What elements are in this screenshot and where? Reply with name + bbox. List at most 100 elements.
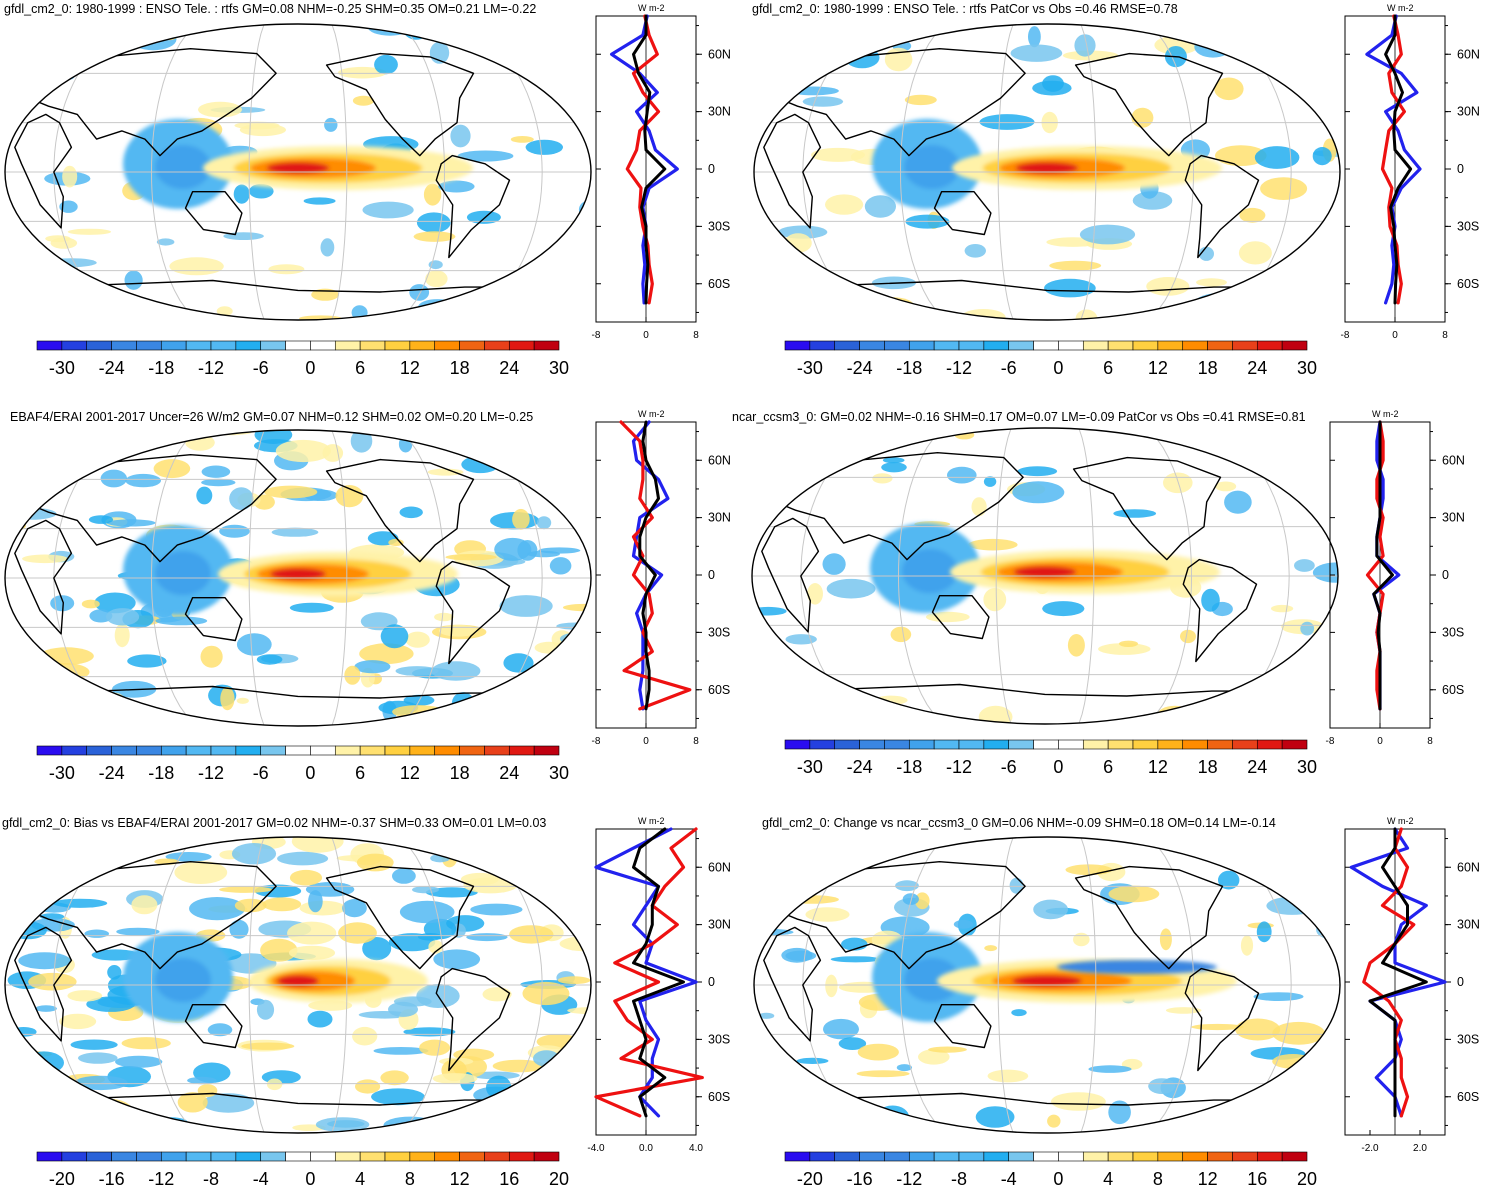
meridian — [1078, 428, 1095, 724]
field-blob — [234, 121, 280, 130]
field-blob — [895, 880, 919, 892]
field-blob — [445, 554, 497, 561]
field-blob — [1238, 241, 1272, 265]
field-blob — [352, 95, 374, 106]
colorbar-label: 12 — [1198, 1169, 1218, 1187]
colorbar-box — [784, 340, 811, 351]
colorbar-box — [1207, 1151, 1233, 1162]
x-tick-label: -8 — [592, 330, 601, 341]
colorbar-label: 12 — [400, 358, 420, 378]
meridian — [899, 24, 946, 320]
series-line-blue — [610, 14, 679, 305]
field-blob — [106, 519, 156, 527]
lat-tick-label: 0 — [708, 162, 715, 176]
cool-core — [904, 958, 960, 1002]
field-blob — [881, 462, 907, 473]
colorbar-box — [958, 739, 985, 750]
colorbar-label: 18 — [450, 358, 470, 378]
field-blob — [803, 847, 854, 857]
colorbar-box — [160, 745, 187, 756]
field-blob — [229, 919, 249, 939]
lat-tick-label: 0 — [1457, 975, 1464, 989]
field-blob — [1240, 935, 1254, 956]
colorbar-label: -18 — [896, 757, 922, 777]
panel-3: EBAF4/ERAI 2001-2017 Uncer=26 W/m2 GM=0.… — [4, 409, 731, 783]
field-blob — [549, 557, 572, 575]
x-tick-label: 2.0 — [1413, 1143, 1427, 1154]
lat-tick-label: 30N — [1457, 918, 1480, 932]
colorbar-box — [508, 745, 535, 756]
meridian — [331, 24, 348, 320]
series-line-red — [1362, 827, 1416, 1118]
lat-tick-label: 30S — [708, 1032, 730, 1046]
colorbar-box — [859, 1151, 885, 1162]
field-blob — [904, 94, 937, 106]
field-blob — [450, 124, 471, 148]
coastline — [763, 113, 822, 229]
colorbar-label: -24 — [99, 763, 125, 783]
field-blob — [826, 578, 876, 599]
field-blob — [1028, 26, 1041, 48]
field-blob — [22, 554, 68, 564]
field-blob — [196, 486, 213, 505]
x-tick-label: -8 — [592, 736, 601, 747]
field-blob — [947, 466, 977, 484]
field-blob — [388, 1001, 418, 1017]
field-blob — [177, 1092, 208, 1113]
lat-tick-label: 30N — [708, 918, 731, 932]
colorbar-box — [1033, 1151, 1059, 1162]
series-line-blue — [1349, 827, 1447, 1118]
cool-core — [904, 145, 960, 189]
field-blob — [1260, 177, 1308, 200]
field-blob — [1088, 1065, 1132, 1073]
field-blob — [448, 31, 469, 41]
field-blob — [466, 210, 501, 224]
coastline — [47, 1092, 549, 1106]
coastline — [931, 595, 990, 640]
field-blob — [62, 165, 78, 188]
colorbar-box — [409, 340, 436, 351]
panel-title: ncar_ccsm3_0: GM=0.02 NHM=-0.16 SHM=0.17… — [732, 410, 1306, 424]
field-blob — [1203, 837, 1222, 854]
field-blob — [100, 469, 127, 488]
map — [4, 429, 592, 727]
field-blob — [373, 1047, 429, 1055]
meridian — [248, 430, 265, 726]
lat-tick-label: 30S — [1457, 219, 1479, 233]
field-blob — [457, 150, 514, 162]
warm-core — [1015, 162, 1079, 174]
colorbar-box — [983, 739, 1010, 750]
field-blob — [256, 999, 275, 1020]
field-blob — [362, 937, 392, 961]
warm-core — [270, 568, 326, 580]
colorbar: -30 -24 -18 -12 -6 0 6 12 18 24 30 — [784, 739, 1317, 777]
field-blob — [975, 1106, 1015, 1128]
field-blob — [1155, 24, 1176, 29]
field-blob — [1271, 604, 1294, 613]
colorbar-box — [1256, 739, 1283, 750]
colorbar-box — [359, 340, 386, 351]
latitude-profile: W m-2 60N 30N 0 30S 60S -8 0 8 — [1341, 3, 1480, 341]
colorbar-box — [484, 340, 510, 351]
field-blob — [337, 66, 387, 79]
colorbar-box — [1281, 340, 1308, 351]
field-blob — [557, 976, 591, 985]
latitude-profile: W m-2 60N 30N 0 30S 60S -8 0 8 — [592, 3, 731, 341]
field-blob — [463, 1118, 503, 1133]
colorbar-label: 30 — [1297, 757, 1317, 777]
field-blob — [787, 851, 818, 862]
field-blob — [405, 631, 430, 648]
colorbar-box — [359, 745, 386, 756]
field-blob — [1108, 1100, 1131, 1125]
meridian — [1080, 24, 1097, 320]
field-blob — [872, 473, 893, 484]
field-blob — [474, 704, 499, 724]
field-blob — [413, 231, 456, 242]
colorbar-label: -24 — [847, 358, 873, 378]
lat-tick-label: 0 — [708, 975, 715, 989]
field-blob — [277, 851, 329, 866]
field-blob — [150, 25, 165, 43]
field-blob — [1272, 1054, 1314, 1069]
colorbar: -20 -16 -12 -8 -4 0 4 8 12 16 20 — [784, 1151, 1317, 1187]
colorbar-label: 6 — [1103, 358, 1113, 378]
